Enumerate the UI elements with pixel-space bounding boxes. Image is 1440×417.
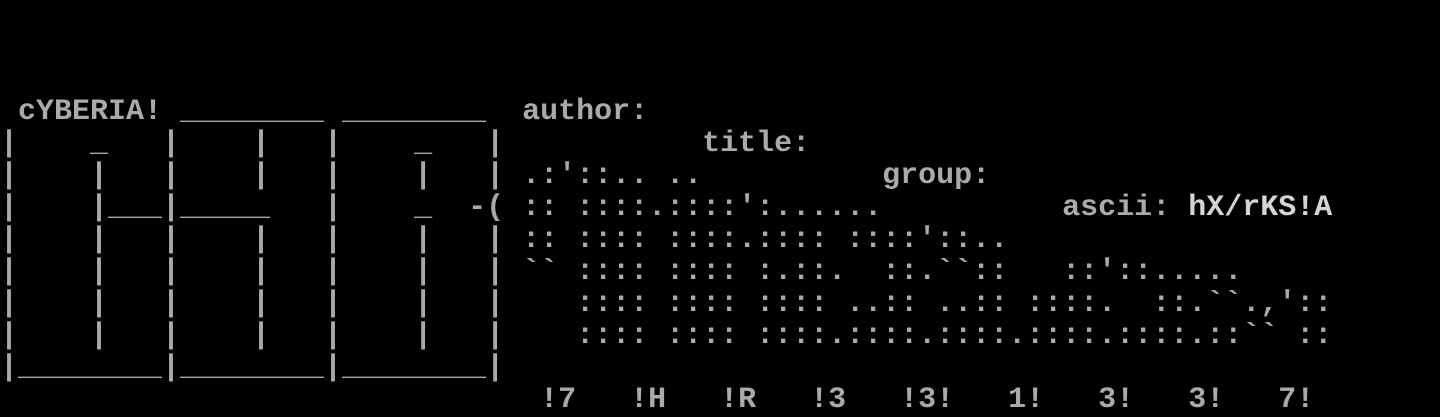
terminal-row-9: | | | | | | | :::: :::: :::: ..:: ..:: :… (0, 287, 1333, 321)
terminal-row-0 (0, 0, 1440, 32)
terminal-row-12: !7 !H !R !3 !3! 1! 3! 3! 7! (0, 383, 1315, 417)
terminal-row-7: | | | | | | | :: :::: ::::.:::: ::::'::.… (0, 223, 1009, 257)
terminal-row-2 (0, 64, 1440, 96)
terminal-row-4: | _ | | | _ | title: (0, 127, 811, 161)
terminal-row-8: | | | | | | | `` :::: :::: :.::. ::.``::… (0, 255, 1243, 289)
terminal-row-5: | | | | | | | .:'::.. .. group: (0, 159, 991, 193)
terminal-row-1 (0, 32, 1440, 64)
ascii-artist-credit: hX/rKS!A (1188, 191, 1333, 225)
terminal-row-6: | |___|_____ | _ -( :: ::::.::::':......… (0, 191, 1333, 225)
terminal-row-11: |________|________|________| (0, 351, 505, 385)
terminal-row-10: | | | | | | | :::: :::: ::::.::::.::::.:… (0, 319, 1333, 353)
terminal-row-3: cYBERIA! ________ ________ author: (0, 95, 649, 129)
